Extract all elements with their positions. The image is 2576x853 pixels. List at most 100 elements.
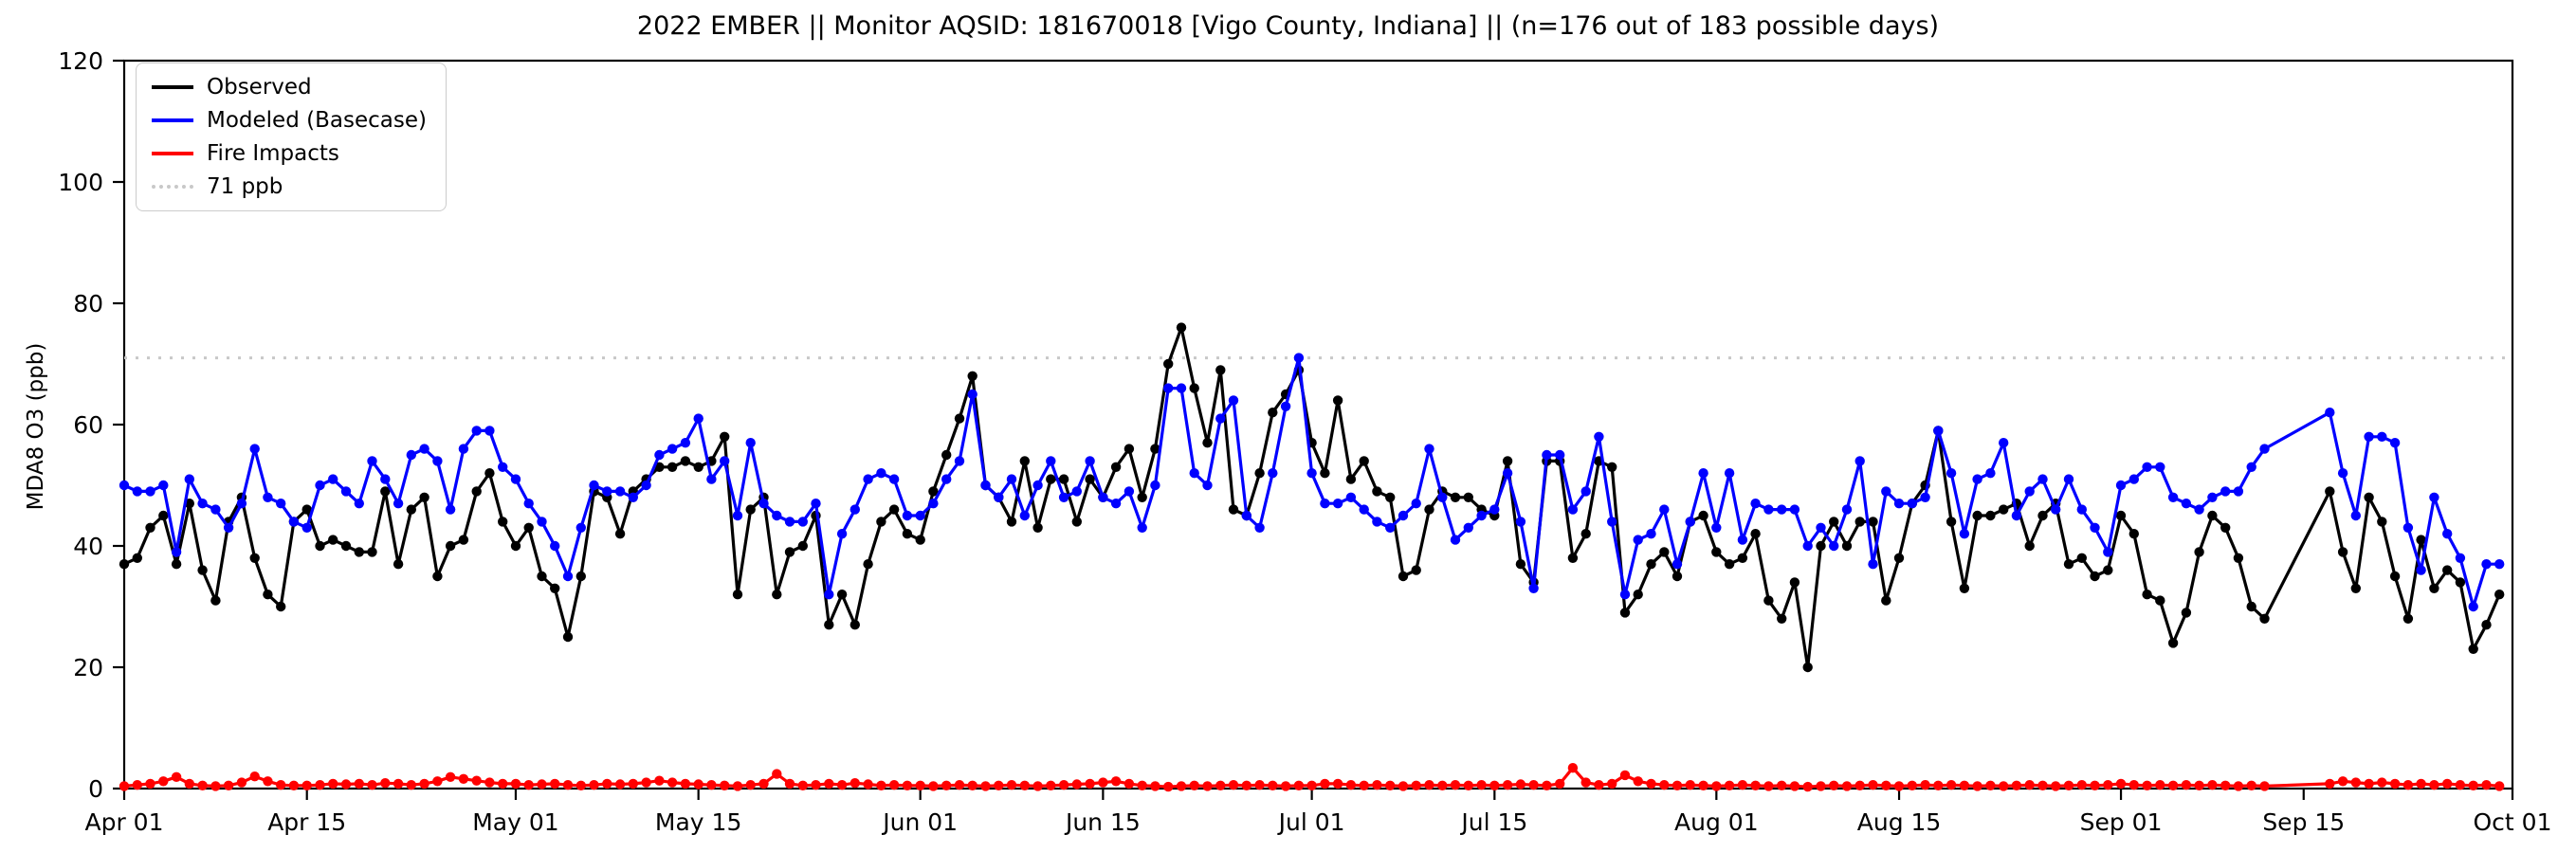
- series-marker-observed: [119, 559, 130, 570]
- series-marker-fire-impacts: [1320, 778, 1330, 789]
- series-marker-fire-impacts: [562, 780, 574, 790]
- series-marker-fire-impacts: [432, 776, 443, 787]
- series-marker-fire-impacts: [1215, 780, 1226, 790]
- series-marker-observed: [1854, 517, 1865, 527]
- series-marker-modeled-basecase: [1228, 395, 1239, 406]
- y-tick-label: 20: [73, 654, 103, 681]
- series-marker-observed: [654, 462, 665, 472]
- series-marker-fire-impacts: [1176, 781, 1187, 791]
- series-marker-modeled-basecase: [1411, 499, 1421, 509]
- series-marker-fire-impacts: [458, 773, 469, 784]
- series-marker-observed: [2429, 583, 2439, 593]
- series-marker-fire-impacts: [614, 779, 626, 789]
- series-marker-modeled-basecase: [1789, 504, 1800, 515]
- series-marker-fire-impacts: [994, 780, 1004, 790]
- series-marker-fire-impacts: [1137, 780, 1147, 790]
- series-marker-observed: [1502, 456, 1513, 466]
- series-marker-observed: [1789, 577, 1800, 588]
- series-marker-modeled-basecase: [2011, 510, 2022, 521]
- series-marker-fire-impacts: [902, 780, 913, 790]
- series-marker-modeled-basecase: [941, 474, 952, 484]
- series-marker-fire-impacts: [2481, 780, 2492, 790]
- series-marker-fire-impacts: [1306, 780, 1317, 790]
- series-marker-modeled-basecase: [1920, 492, 1930, 502]
- series-marker-fire-impacts: [1854, 780, 1865, 790]
- series-marker-observed: [1633, 590, 1643, 600]
- series-marker-observed: [928, 486, 939, 497]
- series-marker-fire-impacts: [288, 780, 300, 790]
- series-marker-observed: [1737, 553, 1748, 563]
- series-marker-modeled-basecase: [720, 456, 730, 466]
- series-marker-fire-impacts: [1580, 777, 1591, 788]
- series-marker-fire-impacts: [1750, 780, 1761, 790]
- series-marker-fire-impacts: [2429, 780, 2439, 790]
- series-marker-modeled-basecase: [393, 499, 404, 509]
- series-marker-modeled-basecase: [1137, 522, 1147, 533]
- series-marker-modeled-basecase: [132, 486, 142, 497]
- series-marker-modeled-basecase: [1124, 486, 1135, 497]
- series-marker-fire-impacts: [1724, 780, 1735, 790]
- series-marker-fire-impacts: [1228, 780, 1239, 790]
- series-marker-fire-impacts: [667, 777, 678, 788]
- series-marker-fire-impacts: [1555, 778, 1565, 789]
- series-marker-modeled-basecase: [1424, 444, 1434, 454]
- series-marker-modeled-basecase: [1893, 499, 1905, 509]
- series-marker-modeled-basecase: [2115, 480, 2127, 491]
- series-marker-modeled-basecase: [2416, 565, 2426, 575]
- series-marker-fire-impacts: [2090, 780, 2100, 790]
- series-marker-modeled-basecase: [628, 492, 638, 502]
- series-marker-modeled-basecase: [1580, 486, 1591, 497]
- series-marker-observed: [393, 559, 404, 570]
- series-marker-modeled-basecase: [706, 474, 717, 484]
- series-marker-observed: [2167, 638, 2179, 648]
- series-marker-observed: [2233, 553, 2244, 563]
- series-marker-fire-impacts: [1124, 778, 1135, 789]
- series-marker-observed: [562, 631, 574, 643]
- series-marker-modeled-basecase: [223, 522, 234, 533]
- x-tick-label: Aug 01: [1674, 808, 1759, 836]
- series-marker-fire-impacts: [2011, 780, 2022, 790]
- series-marker-modeled-basecase: [2233, 486, 2244, 497]
- series-marker-modeled-basecase: [419, 444, 429, 454]
- series-marker-modeled-basecase: [1933, 426, 1944, 436]
- series-marker-observed: [1254, 468, 1265, 479]
- series-marker-modeled-basecase: [797, 517, 808, 527]
- observed-line-swatch: [152, 85, 193, 89]
- series-marker-modeled-basecase: [458, 444, 469, 454]
- series-marker-modeled-basecase: [758, 499, 769, 509]
- series-marker-fire-impacts: [510, 778, 521, 789]
- series-marker-modeled-basecase: [1711, 522, 1722, 533]
- series-marker-modeled-basecase: [915, 510, 925, 521]
- series-marker-observed: [693, 462, 703, 472]
- series-marker-modeled-basecase: [158, 480, 169, 491]
- series-marker-fire-impacts: [1058, 780, 1069, 790]
- series-marker-fire-impacts: [641, 777, 651, 788]
- series-marker-fire-impacts: [1359, 780, 1369, 790]
- series-marker-observed: [406, 504, 416, 515]
- series-marker-observed: [171, 559, 182, 570]
- series-marker-observed: [197, 565, 208, 575]
- series-marker-fire-impacts: [184, 778, 194, 789]
- series-marker-observed: [1619, 608, 1631, 618]
- y-tick-label: 40: [73, 533, 103, 560]
- series-marker-observed: [1724, 559, 1735, 570]
- series-marker-modeled-basecase: [2377, 431, 2387, 442]
- series-marker-fire-impacts: [1163, 781, 1174, 792]
- series-marker-observed: [1698, 510, 1708, 521]
- series-marker-modeled-basecase: [1502, 468, 1513, 479]
- series-marker-modeled-basecase: [1528, 583, 1539, 593]
- series-marker-observed: [1332, 395, 1343, 406]
- series-marker-modeled-basecase: [1567, 504, 1579, 515]
- series-marker-observed: [550, 583, 560, 593]
- series-marker-fire-impacts: [1789, 781, 1800, 791]
- series-marker-fire-impacts: [1946, 780, 1957, 790]
- series-marker-fire-impacts: [1450, 780, 1461, 790]
- series-marker-modeled-basecase: [2220, 486, 2231, 497]
- series-marker-fire-impacts: [328, 778, 338, 789]
- series-marker-observed: [523, 522, 534, 533]
- series-marker-modeled-basecase: [2246, 462, 2256, 472]
- series-marker-modeled-basecase: [1437, 492, 1448, 502]
- legend-label-fire: Fire Impacts: [207, 141, 339, 166]
- series-marker-fire-impacts: [354, 778, 364, 789]
